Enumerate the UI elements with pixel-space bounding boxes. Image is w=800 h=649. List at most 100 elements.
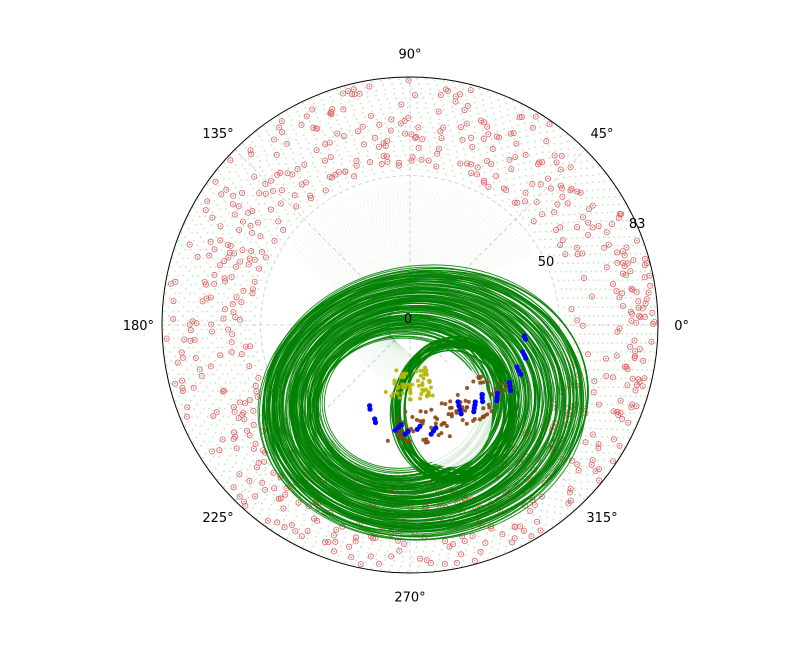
circled-point-center (227, 244, 229, 246)
grid-point (574, 457, 577, 460)
circled-point-center (466, 162, 468, 165)
grid-point (244, 328, 247, 331)
circled-point-center (531, 183, 533, 185)
grid-point (244, 319, 247, 322)
theta-gridline (409, 149, 586, 326)
grid-point (626, 219, 629, 222)
grid-point (406, 159, 409, 162)
grid-point (547, 254, 550, 257)
grid-point (348, 130, 351, 132)
grid-point (259, 414, 262, 417)
grid-point (539, 516, 541, 518)
circled-point (614, 408, 621, 415)
grid-point (299, 206, 302, 209)
circled-point-center (521, 116, 523, 118)
circled-point (635, 304, 642, 311)
circled-point (327, 110, 334, 117)
cluster-point (448, 406, 452, 410)
r-tick-label: 83 (629, 217, 646, 232)
grid-point (182, 333, 185, 335)
grid-point (329, 185, 331, 188)
circled-point (631, 337, 638, 344)
circled-point (637, 314, 644, 321)
grid-point (654, 342, 657, 344)
highlight-point (458, 411, 464, 417)
grid-point (572, 262, 574, 264)
circled-point-center (253, 424, 255, 426)
grid-point (502, 122, 505, 125)
grid-point (261, 456, 263, 458)
grid-point (602, 324, 605, 326)
grid-point (243, 168, 246, 171)
circled-point (589, 224, 596, 231)
grid-point (570, 270, 572, 273)
grid-point (310, 98, 312, 101)
grid-point (422, 550, 425, 553)
grid-point (525, 129, 527, 131)
circled-point-center (273, 138, 275, 141)
circled-point-center (235, 266, 237, 268)
grid-point (252, 166, 255, 168)
grid-point (166, 364, 169, 367)
grid-point (395, 126, 398, 128)
circled-point (468, 170, 475, 177)
grid-point (579, 360, 582, 362)
circled-point-center (335, 529, 337, 531)
circled-point-center (238, 473, 241, 475)
grid-point (187, 240, 190, 243)
circled-point (332, 171, 339, 178)
grid-point (234, 328, 237, 331)
circled-point (243, 427, 250, 434)
grid-point (499, 110, 502, 113)
circled-point-center (261, 482, 263, 484)
circled-point (650, 320, 657, 327)
circled-point (642, 300, 649, 307)
grid-point (587, 342, 590, 344)
grid-point (503, 551, 506, 554)
grid-point (256, 131, 258, 134)
grid-point (422, 126, 425, 128)
circled-point (629, 310, 636, 317)
grid-point (638, 235, 641, 238)
circled-point (477, 548, 484, 555)
grid-point (447, 557, 449, 560)
circled-point-center (505, 189, 507, 191)
grid-point (195, 436, 198, 439)
circled-point-center (295, 205, 297, 208)
grid-point (201, 310, 204, 313)
grid-point (424, 569, 427, 572)
grid-point (321, 184, 324, 187)
grid-point (465, 128, 467, 131)
grid-point (284, 209, 287, 211)
grid-point (573, 501, 576, 503)
grid-point (592, 166, 594, 169)
circled-point (267, 206, 274, 213)
grid-point (607, 444, 609, 447)
grid-point (362, 111, 364, 114)
trajectory-loop-inner (395, 336, 517, 482)
grid-point (331, 189, 334, 192)
grid-point (502, 525, 505, 528)
grid-point (455, 151, 458, 153)
circled-point-center (249, 434, 251, 436)
grid-point (592, 481, 594, 484)
circled-point (624, 382, 631, 389)
grid-point (193, 240, 195, 242)
grid-point (345, 141, 347, 144)
grid-point (580, 160, 583, 163)
grid-point (256, 275, 259, 277)
grid-point (565, 288, 567, 290)
circled-point-center (334, 174, 336, 176)
grid-point (252, 453, 255, 456)
grid-point (584, 213, 587, 215)
circled-point-center (548, 123, 551, 126)
circled-point-center (241, 353, 243, 355)
grid-point (484, 109, 487, 112)
grid-point (556, 214, 559, 217)
grid-point (353, 113, 355, 116)
grid-point (597, 466, 600, 469)
circled-point (227, 157, 234, 164)
grid-point (411, 560, 414, 563)
grid-point (601, 306, 604, 308)
circled-point (221, 258, 228, 265)
